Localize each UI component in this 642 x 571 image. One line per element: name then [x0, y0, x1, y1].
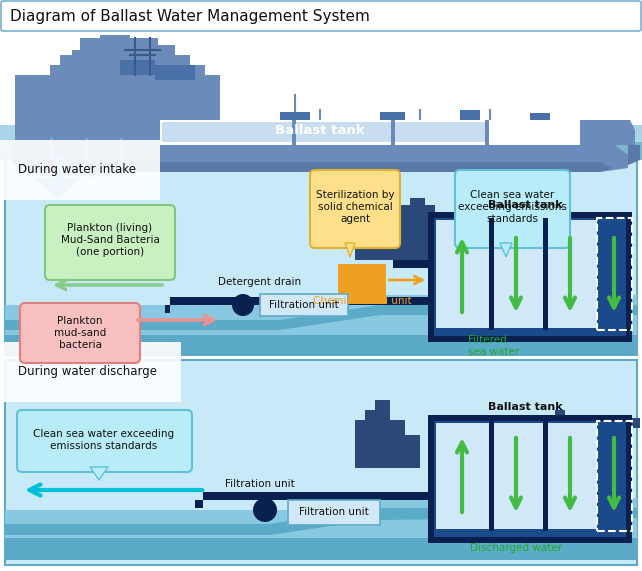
Text: Filtration unit: Filtration unit — [269, 300, 339, 310]
Polygon shape — [597, 418, 618, 440]
Polygon shape — [610, 120, 635, 145]
Polygon shape — [5, 508, 637, 535]
FancyBboxPatch shape — [310, 170, 400, 248]
Polygon shape — [5, 295, 637, 320]
FancyBboxPatch shape — [17, 410, 192, 472]
Text: Detergent drain: Detergent drain — [218, 277, 301, 287]
Text: Ballast tank: Ballast tank — [488, 402, 562, 412]
Polygon shape — [5, 538, 637, 560]
Polygon shape — [5, 498, 637, 526]
Polygon shape — [5, 158, 637, 355]
Polygon shape — [0, 142, 642, 160]
Polygon shape — [460, 110, 480, 120]
Polygon shape — [5, 305, 637, 330]
Polygon shape — [40, 135, 140, 161]
Text: Clean sea water exceeding
emissions standards: Clean sea water exceeding emissions stan… — [33, 429, 175, 451]
Polygon shape — [436, 423, 489, 529]
FancyBboxPatch shape — [20, 303, 140, 363]
Polygon shape — [160, 120, 580, 145]
Ellipse shape — [30, 120, 150, 175]
FancyBboxPatch shape — [45, 205, 175, 280]
FancyBboxPatch shape — [260, 294, 348, 316]
Polygon shape — [628, 145, 640, 165]
Text: Ballast tank: Ballast tank — [488, 200, 562, 210]
Text: Sterilization by
solid chemical
agent: Sterilization by solid chemical agent — [316, 190, 394, 224]
Text: Plankton
mud-sand
bacteria: Plankton mud-sand bacteria — [54, 316, 106, 349]
Polygon shape — [485, 120, 489, 145]
Polygon shape — [50, 138, 53, 158]
Polygon shape — [90, 467, 108, 480]
Polygon shape — [12, 145, 628, 172]
Text: Filtration unit: Filtration unit — [225, 479, 295, 489]
Polygon shape — [428, 415, 632, 543]
Polygon shape — [555, 410, 565, 468]
FancyBboxPatch shape — [455, 170, 570, 248]
Polygon shape — [500, 243, 512, 257]
Circle shape — [232, 294, 254, 316]
Text: Chemical feed unit: Chemical feed unit — [313, 296, 412, 306]
Polygon shape — [280, 112, 310, 120]
Polygon shape — [380, 112, 405, 120]
Polygon shape — [493, 423, 543, 529]
Polygon shape — [165, 280, 435, 313]
Polygon shape — [489, 218, 494, 330]
Text: Plankton (living)
Mud-Sand Bacteria
(one portion): Plankton (living) Mud-Sand Bacteria (one… — [60, 223, 159, 256]
Text: Diagram of Ballast Water Management System: Diagram of Ballast Water Management Syst… — [10, 9, 370, 23]
Polygon shape — [493, 220, 543, 328]
Polygon shape — [35, 155, 80, 200]
Text: Clean sea water
exceeding emissions
standards: Clean sea water exceeding emissions stan… — [458, 190, 566, 224]
Polygon shape — [436, 220, 489, 328]
Text: Discharged water: Discharged water — [470, 543, 562, 553]
Polygon shape — [391, 120, 395, 145]
Polygon shape — [338, 264, 386, 304]
Polygon shape — [195, 460, 436, 508]
Text: Ballast tank: Ballast tank — [275, 123, 365, 136]
Polygon shape — [292, 120, 296, 145]
Polygon shape — [395, 122, 485, 142]
Polygon shape — [155, 65, 195, 80]
Polygon shape — [555, 418, 640, 428]
Polygon shape — [434, 218, 626, 336]
Circle shape — [253, 498, 277, 522]
Polygon shape — [120, 138, 123, 158]
Text: During water discharge: During water discharge — [18, 365, 157, 379]
Polygon shape — [5, 360, 637, 565]
Polygon shape — [547, 423, 597, 529]
Polygon shape — [428, 212, 632, 342]
Polygon shape — [345, 243, 355, 257]
Polygon shape — [296, 122, 391, 142]
Polygon shape — [5, 510, 637, 560]
Polygon shape — [553, 418, 580, 440]
Polygon shape — [162, 122, 292, 142]
Polygon shape — [355, 400, 420, 468]
Polygon shape — [355, 198, 445, 260]
Polygon shape — [5, 335, 637, 355]
Text: Filtration unit: Filtration unit — [299, 507, 369, 517]
Polygon shape — [489, 421, 494, 531]
Polygon shape — [530, 113, 550, 120]
Polygon shape — [385, 260, 435, 280]
Polygon shape — [85, 138, 88, 158]
Polygon shape — [547, 220, 597, 328]
FancyBboxPatch shape — [288, 500, 380, 525]
Text: During water intake: During water intake — [18, 163, 136, 176]
Polygon shape — [543, 218, 548, 330]
Polygon shape — [0, 30, 642, 160]
Text: Filtered
sea water: Filtered sea water — [468, 335, 519, 357]
Polygon shape — [5, 305, 637, 355]
FancyBboxPatch shape — [1, 1, 641, 31]
Polygon shape — [543, 421, 548, 531]
Polygon shape — [0, 125, 642, 160]
Polygon shape — [13, 162, 612, 172]
Polygon shape — [15, 120, 628, 145]
Polygon shape — [120, 60, 155, 75]
Polygon shape — [15, 35, 220, 120]
Polygon shape — [434, 421, 626, 537]
Polygon shape — [595, 418, 602, 468]
